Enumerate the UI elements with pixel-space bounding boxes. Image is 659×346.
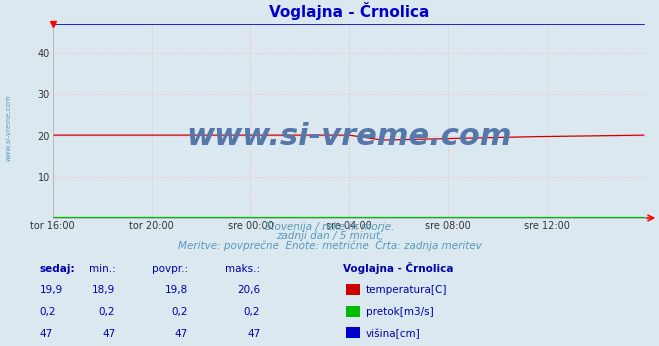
Text: 0,2: 0,2 <box>171 307 188 317</box>
Text: 0,2: 0,2 <box>244 307 260 317</box>
Text: www.si-vreme.com: www.si-vreme.com <box>5 95 12 161</box>
Text: zadnji dan / 5 minut.: zadnji dan / 5 minut. <box>276 231 383 242</box>
Text: 47: 47 <box>247 329 260 339</box>
Text: 47: 47 <box>102 329 115 339</box>
Text: temperatura[C]: temperatura[C] <box>366 285 447 295</box>
Text: Meritve: povprečne  Enote: metrične  Črta: zadnja meritev: Meritve: povprečne Enote: metrične Črta:… <box>177 239 482 251</box>
Text: 18,9: 18,9 <box>92 285 115 295</box>
Text: 19,9: 19,9 <box>40 285 63 295</box>
Text: 20,6: 20,6 <box>237 285 260 295</box>
Text: 47: 47 <box>40 329 53 339</box>
Text: maks.:: maks.: <box>225 264 260 274</box>
Text: 19,8: 19,8 <box>165 285 188 295</box>
Text: Slovenija / reke in morje.: Slovenija / reke in morje. <box>265 222 394 232</box>
Text: min.:: min.: <box>88 264 115 274</box>
Text: višina[cm]: višina[cm] <box>366 329 420 339</box>
Text: pretok[m3/s]: pretok[m3/s] <box>366 307 434 317</box>
Title: Voglajna - Črnolica: Voglajna - Črnolica <box>269 2 430 20</box>
Text: Voglajna - Črnolica: Voglajna - Črnolica <box>343 262 453 274</box>
Text: 47: 47 <box>175 329 188 339</box>
Text: 0,2: 0,2 <box>99 307 115 317</box>
Text: sedaj:: sedaj: <box>40 264 75 274</box>
Text: povpr.:: povpr.: <box>152 264 188 274</box>
Text: 0,2: 0,2 <box>40 307 56 317</box>
Text: www.si-vreme.com: www.si-vreme.com <box>186 122 512 151</box>
